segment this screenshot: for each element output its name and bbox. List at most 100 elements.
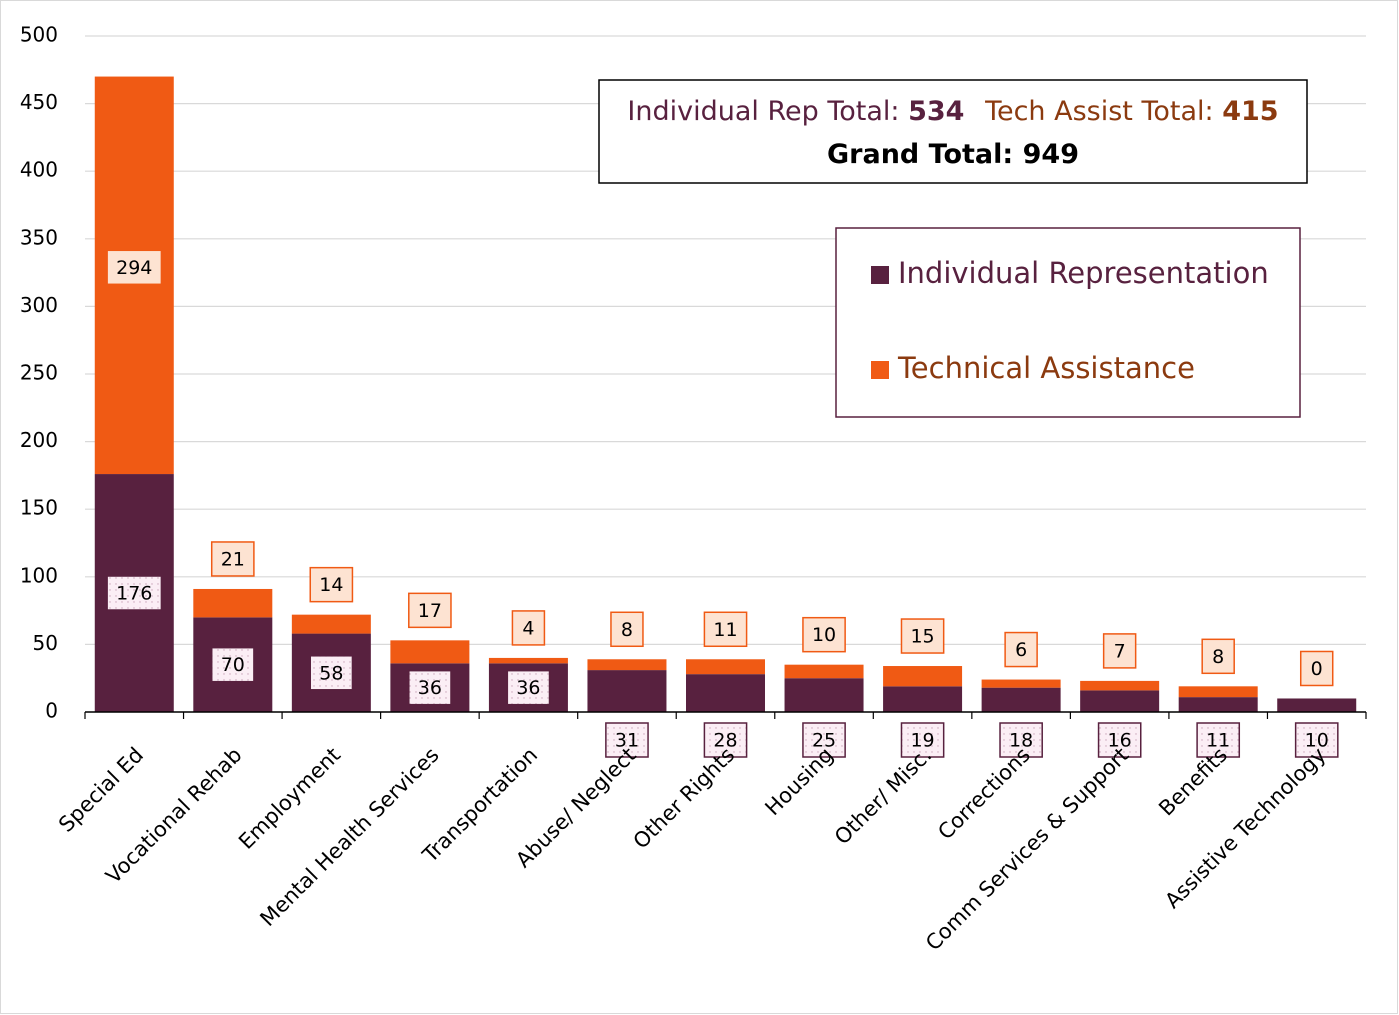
- data-label-text: 11: [713, 619, 737, 641]
- data-label-text: 8: [621, 619, 633, 641]
- data-label-box: [802, 722, 846, 758]
- data-label-text: 18: [1009, 730, 1033, 752]
- data-label: 10: [1294, 722, 1339, 758]
- bar-segment: [686, 674, 765, 712]
- data-label-text: 10: [812, 624, 836, 646]
- legend-swatch: [871, 266, 889, 284]
- data-label-box: [1097, 722, 1142, 758]
- bar-segment: [883, 686, 963, 712]
- data-label-text: 10: [1305, 730, 1329, 752]
- annotation-label: Grand Total:: [827, 139, 1013, 170]
- y-tick-label: 150: [20, 496, 58, 520]
- bar-segment: [784, 678, 864, 712]
- legend-swatch: [871, 361, 889, 379]
- data-label-box: [900, 618, 945, 654]
- data-label: 36: [408, 669, 452, 706]
- annotation-value: 534: [908, 96, 964, 127]
- data-label: 16: [1097, 722, 1142, 758]
- data-label: 14: [309, 566, 354, 603]
- data-label-text: 6: [1015, 639, 1027, 661]
- data-label: 19: [900, 722, 945, 758]
- y-tick-label: 400: [20, 158, 58, 182]
- data-label: 6: [1004, 631, 1038, 668]
- data-label: 70: [210, 646, 255, 683]
- data-label-text: 7: [1114, 640, 1126, 662]
- data-label-box: [610, 611, 644, 648]
- data-label: 31: [605, 722, 649, 758]
- y-tick-label: 200: [20, 428, 58, 452]
- bar-segment: [1178, 697, 1258, 712]
- totals-line: Individual Rep Total: 534 Tech Assist To…: [627, 96, 1278, 127]
- data-label-text: 8: [1212, 646, 1224, 668]
- data-label: 4: [511, 610, 546, 646]
- bar-segment: [686, 659, 765, 675]
- data-label-box: [309, 655, 354, 691]
- data-label: 58: [309, 655, 354, 691]
- legend-label: Individual Representation: [898, 256, 1269, 290]
- data-label-text: 176: [116, 583, 152, 605]
- bar-segment: [488, 657, 568, 664]
- data-label: 176: [106, 575, 163, 611]
- legend-label: Technical Assistance: [897, 351, 1195, 385]
- y-tick-label: 100: [20, 563, 58, 587]
- annotation-label: Individual Rep Total:: [627, 96, 899, 127]
- data-label-box: [106, 249, 163, 286]
- data-label-box: [1196, 722, 1241, 758]
- data-label: 294: [106, 249, 163, 286]
- annotation-value: 415: [1222, 96, 1278, 127]
- data-label-box: [506, 669, 551, 706]
- data-label-box: [703, 722, 748, 758]
- data-label-box: [999, 722, 1043, 758]
- data-label-text: 19: [910, 730, 934, 752]
- y-tick-label: 300: [20, 293, 58, 317]
- bar-segment: [1080, 680, 1160, 691]
- y-tick-label: 50: [33, 631, 58, 655]
- data-label-text: 28: [713, 730, 737, 752]
- y-tick-label: 250: [20, 361, 58, 385]
- data-label: 36: [506, 669, 551, 706]
- data-label: 8: [1201, 638, 1235, 675]
- bar-segment: [291, 614, 371, 634]
- bar-segment: [587, 670, 667, 712]
- data-label: 10: [802, 616, 846, 653]
- data-label-box: [605, 722, 649, 758]
- bar-segment: [981, 687, 1061, 712]
- data-label-text: 15: [910, 626, 934, 648]
- data-label-box: [703, 611, 748, 648]
- data-label-box: [210, 541, 255, 577]
- data-label: 21: [210, 541, 255, 577]
- data-label: 15: [900, 618, 945, 654]
- data-label-box: [1294, 722, 1339, 758]
- data-label-box: [408, 592, 452, 629]
- data-label-text: 25: [812, 730, 836, 752]
- data-label-box: [106, 575, 163, 611]
- data-label: 25: [802, 722, 846, 758]
- data-label-box: [210, 646, 255, 683]
- data-label: 11: [703, 611, 748, 648]
- data-label: 8: [610, 611, 644, 648]
- bar-segment: [784, 664, 864, 679]
- data-label: 0: [1299, 650, 1334, 687]
- totals-box: [598, 79, 1308, 184]
- data-label: 17: [408, 592, 452, 629]
- data-label-text: 14: [319, 574, 343, 596]
- annotation-label: Tech Assist Total:: [984, 96, 1214, 127]
- data-label-box: [309, 566, 354, 603]
- data-label-text: 294: [116, 257, 152, 279]
- data-label-text: 21: [221, 548, 245, 570]
- bar-segment: [587, 659, 667, 671]
- data-label-text: 0: [1311, 658, 1323, 680]
- data-label-text: 16: [1108, 730, 1132, 752]
- data-label-text: 11: [1206, 730, 1230, 752]
- data-label-text: 31: [615, 730, 639, 752]
- y-tick-label: 450: [20, 90, 58, 114]
- bar-segment: [981, 679, 1061, 688]
- data-label-text: 4: [522, 617, 534, 639]
- data-label: 28: [703, 722, 748, 758]
- data-label: 11: [1196, 722, 1241, 758]
- annotation-value: 949: [1023, 139, 1079, 170]
- y-tick-label: 500: [20, 23, 58, 47]
- bar-segment: [1080, 690, 1160, 712]
- bar-segment: [390, 640, 470, 664]
